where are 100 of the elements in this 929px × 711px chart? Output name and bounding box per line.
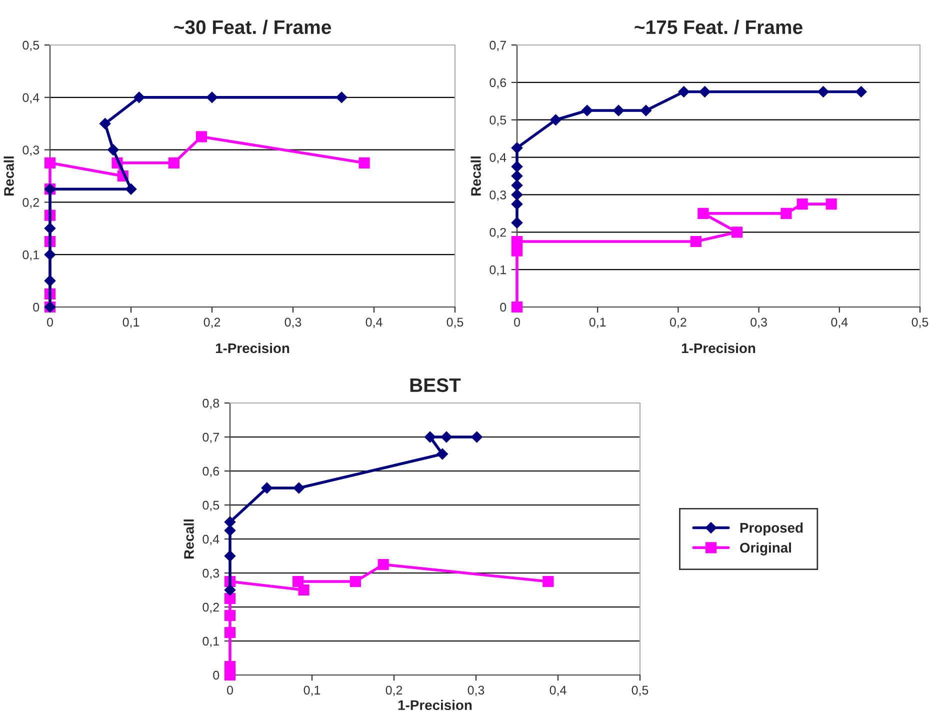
point	[690, 236, 702, 248]
x-tick-label: 0,3	[468, 686, 484, 696]
x-tick-label: 0	[514, 318, 520, 327]
point	[44, 275, 56, 286]
y-tick-label: 0,3	[490, 190, 506, 201]
legend-label: Proposed	[740, 522, 803, 536]
x-tick-label: 0,4	[831, 318, 848, 328]
x-axis-title: 1-Precision	[216, 342, 290, 354]
point	[125, 183, 137, 195]
point	[550, 114, 562, 126]
y-tick-label: 0	[213, 670, 220, 680]
point	[511, 301, 523, 313]
x-tick-label: 0,2	[670, 318, 686, 328]
point	[293, 482, 304, 494]
y-tick-label: 0,3	[202, 568, 220, 580]
y-tick-label: 0,5	[22, 40, 40, 52]
y-tick-label: 0,6	[202, 466, 220, 478]
point	[350, 576, 362, 588]
point	[168, 157, 180, 168]
point	[511, 217, 523, 228]
y-tick-label: 0,8	[202, 398, 220, 410]
point	[224, 610, 236, 622]
point	[699, 86, 710, 98]
y-tick-label: 0,5	[202, 500, 220, 512]
point	[511, 236, 523, 248]
chart-title: BEST	[410, 378, 461, 392]
y-tick-label: 0	[500, 302, 506, 312]
point	[471, 431, 482, 443]
x-tick-label: 0,5	[632, 686, 648, 696]
point	[99, 118, 111, 130]
point	[378, 558, 389, 570]
x-tick-label: 0,4	[366, 318, 382, 328]
point	[44, 248, 56, 260]
y-tick-label: 0,5	[490, 116, 506, 126]
point	[358, 157, 370, 168]
x-tick-label: 0,5	[912, 318, 928, 328]
point	[698, 208, 709, 219]
y-tick-label: 0	[33, 302, 40, 312]
y-tick-label: 0,4	[490, 153, 506, 164]
point	[292, 576, 304, 588]
point	[44, 222, 56, 234]
point	[298, 584, 310, 596]
point	[856, 86, 867, 98]
point	[440, 431, 452, 443]
y-tick-label: 0,1	[202, 636, 219, 648]
point	[206, 92, 218, 104]
point	[224, 592, 236, 604]
point	[261, 482, 273, 494]
point	[511, 189, 523, 200]
point	[133, 92, 145, 104]
legend-label: Original	[740, 542, 791, 556]
y-tick-label: 0,2	[490, 228, 506, 238]
y-tick-label: 0,4	[22, 93, 40, 104]
point	[224, 524, 236, 536]
y-tick-label: 0,4	[202, 534, 220, 546]
x-tick-label: 0,2	[386, 686, 402, 696]
point	[511, 161, 523, 172]
y-tick-label: 0,3	[22, 146, 40, 156]
y-tick-label: 0,1	[490, 265, 506, 276]
y-tick-label: 0,1	[22, 250, 39, 261]
point	[612, 104, 624, 116]
x-tick-label: 0	[227, 686, 233, 695]
y-tick-label: 0,2	[22, 198, 39, 208]
y-axis-title: Recall	[184, 520, 194, 559]
y-axis-title: Recall	[470, 156, 481, 196]
point	[44, 157, 56, 168]
x-tick-label: 0,3	[750, 318, 767, 328]
point	[818, 86, 829, 98]
point	[424, 431, 436, 443]
x-tick-label: 0	[47, 318, 53, 327]
x-tick-label: 0,1	[122, 318, 140, 328]
point	[826, 198, 837, 210]
point	[511, 180, 523, 191]
point	[640, 104, 652, 116]
point	[436, 448, 448, 460]
point	[731, 226, 743, 238]
y-tick-label: 0,7	[490, 40, 506, 52]
point	[224, 584, 236, 596]
point	[511, 170, 523, 182]
point	[224, 626, 236, 638]
point	[108, 144, 119, 156]
x-tick-label: 0,1	[589, 318, 606, 328]
y-tick-label: 0,7	[202, 432, 219, 444]
point	[511, 142, 523, 154]
point	[796, 198, 808, 210]
point	[224, 660, 236, 672]
y-axis-title: Recall	[4, 156, 14, 196]
point	[542, 576, 554, 588]
point	[336, 92, 348, 104]
chart-title: ~30 Feat. / Frame	[174, 20, 332, 34]
chart-title: ~175 Feat. / Frame	[634, 20, 802, 34]
point	[511, 198, 523, 210]
x-axis-title: 1-Precision	[682, 342, 756, 354]
x-tick-label: 0,5	[446, 318, 464, 328]
point	[678, 86, 690, 98]
x-tick-label: 0,1	[304, 686, 320, 696]
y-tick-label: 0,6	[490, 78, 506, 89]
point	[780, 208, 792, 219]
y-tick-label: 0,2	[202, 602, 219, 614]
point	[582, 104, 593, 116]
